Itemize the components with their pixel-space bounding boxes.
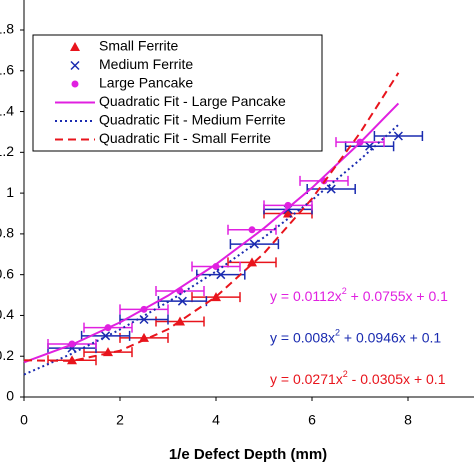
legend-label: Medium Ferrite	[99, 56, 193, 72]
legend-label: Quadratic Fit - Small Ferrite	[99, 130, 271, 146]
x-tick-label: 4	[212, 412, 220, 428]
equation-rest: + 0.0946x + 0.1	[340, 329, 441, 345]
point	[247, 257, 257, 267]
legend-marker	[70, 42, 80, 51]
y-tick-label: 0.8	[0, 225, 14, 241]
point	[248, 226, 256, 234]
equation: y = 0.008x2 + 0.0946x + 0.1	[270, 328, 441, 345]
equation-sup: 2	[335, 328, 340, 338]
x-axis-label: 1/e Defect Depth (mm)	[169, 446, 327, 463]
equation-sup: 2	[343, 369, 348, 379]
y-tick-label: 1	[6, 184, 14, 200]
y-tick-label: 1.2	[0, 143, 14, 159]
legend-label: Quadratic Fit - Large Pancake	[99, 93, 286, 109]
equation: y = 0.0112x2 + 0.0755x + 0.1	[270, 286, 448, 303]
equation-text: y = 0.008x	[270, 329, 335, 345]
legend-label: Small Ferrite	[99, 38, 179, 54]
y-tick-label: 0.4	[0, 306, 14, 322]
x-tick-label: 2	[116, 412, 124, 428]
y-tick-label: 1.8	[0, 21, 14, 37]
fit-line	[23, 102, 400, 364]
point	[283, 208, 293, 218]
legend-label: Large Pancake	[99, 75, 193, 91]
x-tick-label: 6	[308, 412, 316, 428]
y-tick-label: 0.6	[0, 265, 14, 281]
point	[216, 270, 226, 280]
fit-line	[23, 124, 400, 376]
point	[211, 292, 221, 302]
y-tick-label: 0	[6, 388, 14, 404]
point	[67, 355, 77, 365]
equation-sup: 2	[342, 286, 347, 296]
equation-rest: - 0.0305x + 0.1	[348, 371, 446, 387]
y-tick-label: 1.6	[0, 61, 14, 77]
legend-label: Quadratic Fit - Medium Ferrite	[99, 112, 286, 128]
point	[177, 296, 187, 306]
point	[326, 184, 336, 194]
point	[393, 131, 403, 141]
point	[365, 141, 375, 151]
x-tick-label: 0	[20, 412, 28, 428]
equation-text: y = 0.0112x	[270, 288, 342, 304]
legend-marker	[70, 60, 80, 71]
x-tick-label: 8	[404, 412, 412, 428]
equation-rest: + 0.0755x + 0.1	[347, 288, 448, 304]
legend-marker	[71, 80, 79, 88]
equation-text: y = 0.0271x	[270, 371, 343, 387]
point	[139, 332, 149, 342]
y-tick-label: 0.2	[0, 347, 14, 363]
legend-box	[32, 34, 323, 152]
y-tick-label: 1.4	[0, 102, 14, 118]
equation: y = 0.0271x2 - 0.0305x + 0.1	[270, 369, 446, 386]
